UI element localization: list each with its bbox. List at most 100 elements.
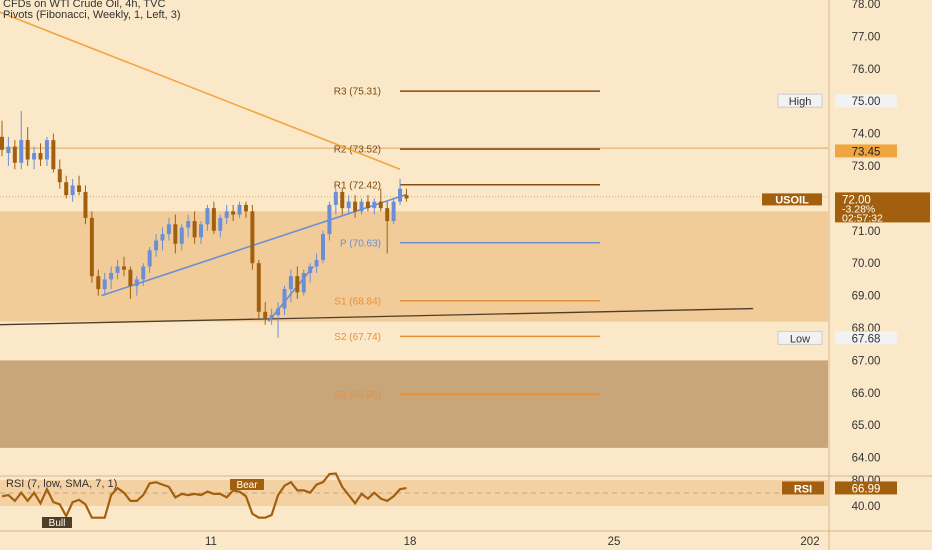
candle: [64, 182, 69, 196]
y-tick-label: 73.00: [852, 161, 881, 173]
rsi-value-box: [835, 481, 897, 495]
x-tick-label: 25: [608, 536, 621, 548]
symbol-tag: [762, 193, 822, 206]
candle: [243, 204, 248, 212]
pivot-label: S3 (65.95): [334, 390, 381, 401]
pivot-label: R1 (72.42): [334, 180, 381, 191]
symbol-label: USOIL: [775, 194, 809, 206]
zone-1: [0, 211, 828, 322]
candle: [102, 279, 107, 290]
low-price-label: Low: [790, 333, 810, 345]
candle: [391, 201, 396, 222]
candle: [218, 217, 223, 231]
candle: [128, 269, 133, 286]
candle: [276, 308, 281, 316]
candle: [44, 140, 49, 160]
rsi-line: [1, 472, 407, 519]
candle: [141, 266, 146, 280]
candle: [269, 315, 274, 319]
rsi-value: 66.99: [852, 483, 881, 495]
candle: [282, 289, 287, 309]
rsi-title: RSI (7, low, SMA, 7, 1): [6, 478, 117, 490]
candle: [51, 140, 56, 170]
candle: [211, 208, 216, 231]
candle: [398, 188, 403, 202]
rsi-tick-label: 40.00: [852, 501, 881, 513]
candle: [25, 140, 30, 160]
candle: [38, 153, 43, 160]
candle: [301, 272, 306, 293]
low-price-tag: [777, 330, 823, 345]
candle: [32, 153, 37, 160]
high-price-tag: [777, 93, 823, 108]
candle: [96, 276, 101, 290]
pivot-label: P (70.63): [340, 238, 381, 249]
rsi-tag: [782, 481, 824, 495]
candle: [224, 211, 229, 218]
candle: [333, 191, 338, 205]
candle: [365, 201, 370, 209]
candle: [83, 191, 88, 218]
candle: [109, 272, 114, 280]
candle: [346, 201, 351, 209]
bull-signal-box: [42, 517, 72, 528]
y-tick-label: 64.00: [852, 453, 881, 465]
candle: [256, 263, 261, 312]
last-price: 72.00: [842, 194, 871, 206]
candle: [372, 201, 377, 209]
candle: [199, 224, 204, 238]
y-tick-label: 69.00: [852, 291, 881, 303]
candle: [166, 224, 171, 235]
y-tick-label: 74.00: [852, 129, 881, 141]
price-axis: [829, 0, 932, 550]
high-price-label: High: [789, 96, 812, 108]
candle: [115, 266, 120, 273]
candle: [321, 234, 325, 260]
candle: [359, 201, 364, 212]
candle: [192, 221, 197, 238]
candle: [378, 201, 383, 209]
candle: [160, 234, 165, 241]
candle: [353, 201, 358, 212]
candle: [404, 195, 409, 199]
candle: [57, 169, 62, 183]
pivots-indicator-title: Pivots (Fibonacci, Weekly, 1, Left, 3): [3, 9, 181, 21]
low-price-value: 67.68: [852, 333, 881, 345]
candle: [340, 191, 345, 209]
candle: [385, 208, 390, 222]
x-tick-label: 11: [205, 536, 217, 548]
candle: [295, 276, 300, 293]
trendline-resistance: [0, 11, 401, 170]
candle: [173, 224, 178, 244]
high-price-value: 75.00: [852, 96, 881, 108]
x-tick-label: 202: [800, 536, 819, 548]
y-tick-label: 71.00: [852, 226, 881, 238]
pivot-label: S1 (68.84): [334, 296, 381, 307]
pivot-label: S2 (67.74): [334, 332, 381, 343]
price-marker-value: 73.45: [852, 146, 881, 158]
candle: [308, 266, 313, 273]
bear-signal: Bear: [236, 480, 258, 491]
candle: [250, 211, 255, 264]
y-tick-label: 78.00: [852, 0, 881, 11]
y-tick-label: 67.00: [852, 355, 881, 367]
candle: [89, 217, 94, 277]
x-tick-label: 18: [404, 536, 417, 548]
candle: [288, 276, 293, 290]
candle: [77, 185, 82, 192]
last-price-box: [835, 192, 930, 223]
high-price-box: [835, 94, 897, 108]
price-marker-box: [835, 144, 897, 158]
pivot-label: R2 (73.52): [334, 145, 381, 156]
candle: [6, 146, 11, 154]
candle: [121, 266, 126, 270]
candle: [134, 279, 139, 286]
y-tick-label: 65.00: [852, 420, 881, 432]
zone-2: [0, 360, 828, 448]
candle: [237, 204, 242, 215]
candle: [0, 136, 4, 150]
price-change: -3.28%: [842, 203, 875, 215]
candle: [147, 250, 152, 267]
candle: [263, 311, 268, 319]
